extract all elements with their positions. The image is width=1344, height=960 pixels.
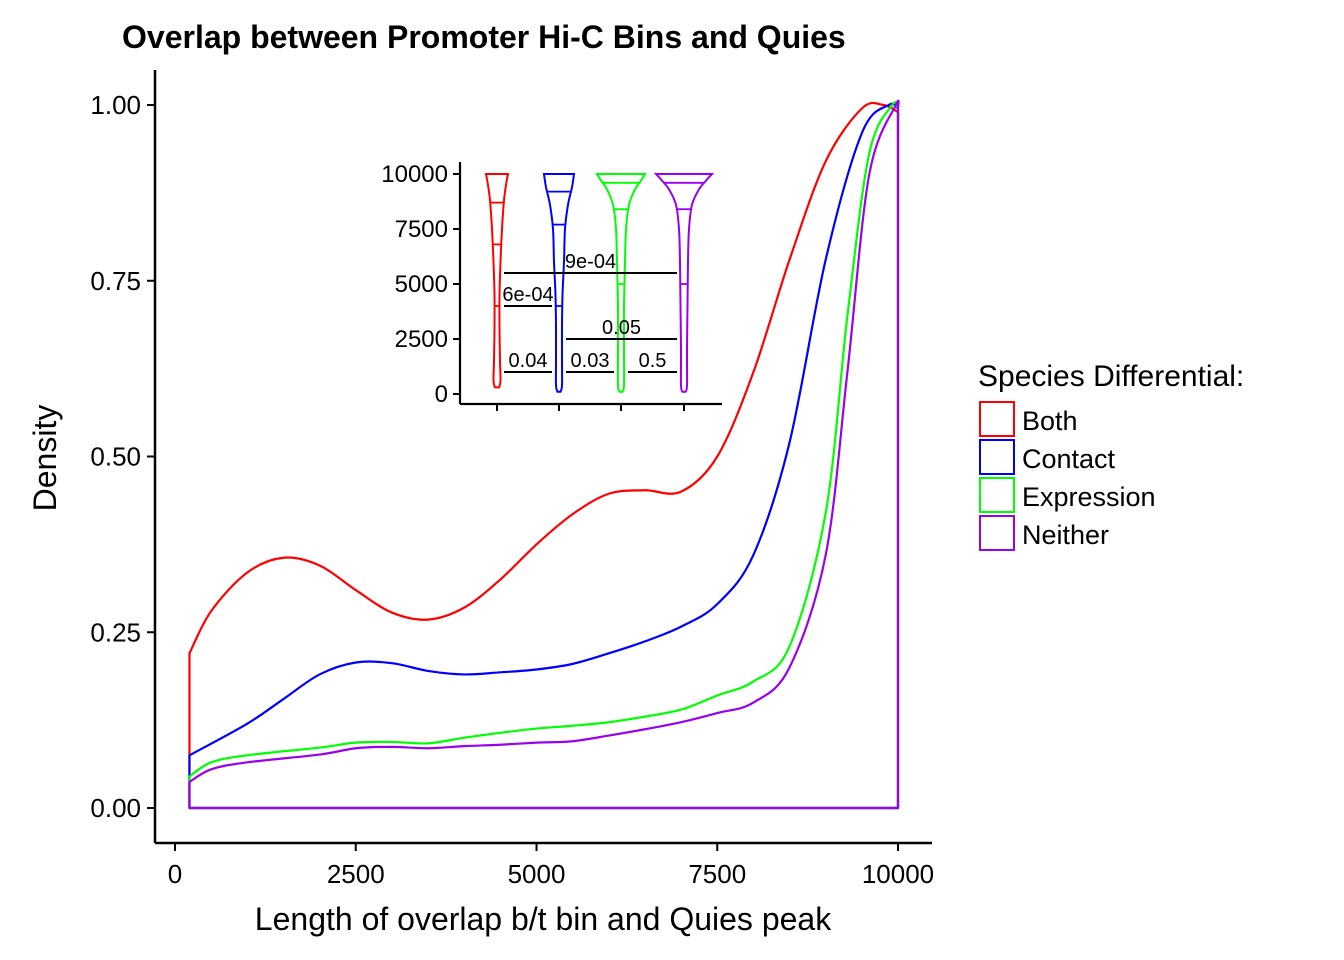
density-line-contact [188,102,900,810]
violin-expression [595,173,647,393]
y-tick-label: 0.75 [90,266,141,296]
comparison-pvalue: 0.5 [639,350,667,372]
legend-swatch-neither [979,515,1015,551]
legend-label-expression: Expression [1022,482,1156,512]
legend-title: Species Differential: [978,360,1244,393]
inset-y-tick-label: 7500 [395,216,448,243]
y-tick-label: 1.00 [90,90,141,120]
violin-contact [542,173,576,393]
chart-title: Overlap between Promoter Hi-C Bins and Q… [122,19,846,55]
x-tick-label: 5000 [508,859,566,889]
comparison-pvalue: 0.03 [571,350,610,372]
legend-label-contact: Contact [1022,444,1116,474]
y-tick-label: 0.50 [90,442,141,472]
legend: Species Differential: Both Contact Express… [978,360,1244,551]
legend-label-both: Both [1022,406,1078,436]
comparison-pvalue: 0.04 [509,350,548,372]
x-tick-label: 10000 [862,859,934,889]
inset-y-tick-label: 0 [435,381,448,408]
legend-swatch-contact [979,439,1015,475]
x-axis-title: Length of overlap b/t bin and Quies peak [255,901,832,937]
legend-swatch-both [979,401,1015,437]
x-tick-label: 2500 [327,859,385,889]
inset-y-tick-label: 2500 [395,326,448,353]
main-series [188,99,900,810]
density-line-both [188,101,900,810]
density-line-neither [188,99,900,810]
x-tick-label: 7500 [688,859,746,889]
inset-y-tick-label: 10000 [381,161,448,188]
violin-neither [653,173,715,393]
comparison-pvalue: 0.05 [602,317,641,339]
legend-swatch-expression [979,477,1015,513]
y-tick-label: 0.25 [90,617,141,647]
x-tick-label: 0 [168,859,182,889]
inset-violin-plot: 0 2500 5000 7500 10000 9e-04 6e-04 0.05 0.04 0.03… [381,161,722,411]
comparison-pvalue: 6e-04 [502,284,553,306]
y-tick-label: 0.00 [90,793,141,823]
inset-y-tick-label: 5000 [395,271,448,298]
comparison-pvalue: 9e-04 [565,251,616,273]
legend-label-neither: Neither [1022,520,1109,550]
violin-both [484,173,510,389]
y-axis-title: Density [27,405,63,512]
density-line-expression [188,101,900,810]
